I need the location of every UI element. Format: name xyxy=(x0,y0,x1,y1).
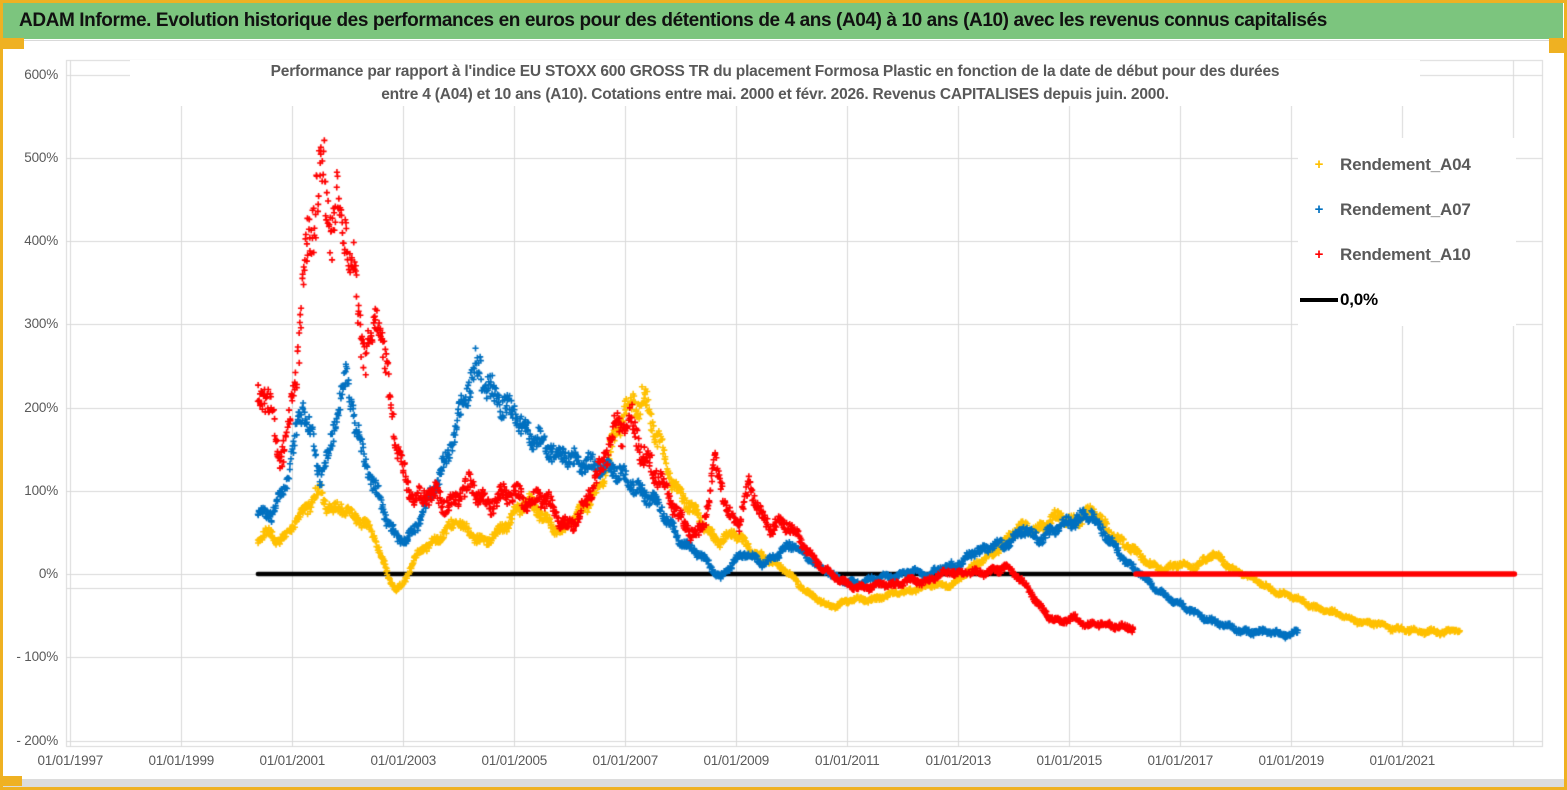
plus-marker-icon: + xyxy=(1314,201,1324,218)
legend-label: Rendement_A10 xyxy=(1340,244,1471,264)
legend-label: Rendement_A07 xyxy=(1340,199,1471,219)
legend-label: Rendement_A04 xyxy=(1340,154,1471,174)
header-divider-line xyxy=(3,40,1549,41)
y-axis-tick-label: 200% xyxy=(24,399,58,415)
y-axis-tick-label: 0% xyxy=(38,566,58,581)
selection-handle-top-left xyxy=(0,38,24,49)
legend-item-rendement-a04[interactable]: + Rendement_A04 xyxy=(1298,142,1516,187)
zero-line-swatch-icon xyxy=(1300,297,1338,302)
legend-item-zero-line[interactable]: 0,0% xyxy=(1298,277,1516,322)
plus-marker-icon: + xyxy=(1314,246,1324,263)
report-title: ADAM Informe. Evolution historique des p… xyxy=(19,9,1327,31)
legend-item-rendement-a10[interactable]: + Rendement_A10 xyxy=(1298,232,1516,277)
plus-marker-icon: + xyxy=(1314,156,1324,173)
chart-title: Performance par rapport à l'indice EU ST… xyxy=(130,60,1420,106)
chart-title-line1: Performance par rapport à l'indice EU ST… xyxy=(270,63,1280,80)
x-axis-tick-label: 01/01/2005 xyxy=(481,753,548,768)
x-axis-tick-label: 01/01/2013 xyxy=(925,753,992,768)
x-axis-tick-label: 01/01/2017 xyxy=(1147,753,1214,768)
x-axis-tick-label: 01/01/2019 xyxy=(1258,753,1325,768)
x-axis-tick-label: 01/01/2001 xyxy=(259,753,326,768)
x-axis-tick-label: 01/01/2003 xyxy=(370,753,437,768)
y-axis-tick-label: 400% xyxy=(24,233,58,248)
y-axis-tick-label: 600% xyxy=(24,66,58,82)
y-axis-tick-label: - 100% xyxy=(16,649,58,665)
legend-label: 0,0% xyxy=(1340,289,1378,309)
report-header-bar: ADAM Informe. Evolution historique des p… xyxy=(3,2,1563,39)
y-axis-tick-label: 500% xyxy=(24,149,58,165)
y-axis-tick-label: 100% xyxy=(24,482,58,498)
chart-legend: + Rendement_A04 + Rendement_A07 + Rendem… xyxy=(1298,138,1516,326)
bottom-gray-strip xyxy=(3,779,1564,788)
x-axis-tick-label: 01/01/2021 xyxy=(1369,753,1436,768)
y-axis-tick-label: 300% xyxy=(24,316,58,332)
selection-handle-top-right xyxy=(1549,38,1564,53)
x-axis-tick-label: 01/01/1997 xyxy=(37,753,104,768)
selection-handle-bottom-left xyxy=(3,776,22,786)
x-axis-tick-label: 01/01/2007 xyxy=(592,753,659,768)
y-axis-tick-label: - 200% xyxy=(16,732,58,748)
x-axis-tick-label: 01/01/2009 xyxy=(703,753,770,768)
x-axis-tick-label: 01/01/1999 xyxy=(148,753,215,768)
x-axis-tick-label: 01/01/2015 xyxy=(1036,753,1103,768)
chart-title-line2: entre 4 (A04) et 10 ans (A10). Cotations… xyxy=(381,86,1169,103)
x-axis-tick-label: 01/01/2011 xyxy=(815,753,880,768)
legend-item-rendement-a07[interactable]: + Rendement_A07 xyxy=(1298,187,1516,232)
